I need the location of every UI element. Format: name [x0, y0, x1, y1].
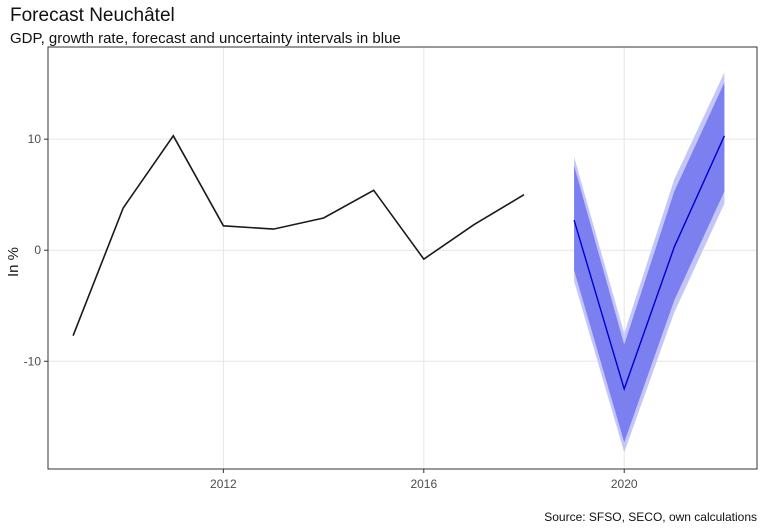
y-tick-label: -10 — [24, 354, 42, 368]
series-lines — [72, 134, 726, 392]
y-tick-label: 10 — [28, 132, 42, 146]
panel-border — [47, 46, 758, 470]
inner-uncertainty-band — [574, 82, 725, 443]
chart-title: Forecast Neuchâtel — [10, 5, 175, 26]
source-caption: Source: SFSO, SECO, own calculations — [544, 510, 757, 524]
forecast-line — [573, 135, 726, 392]
chart-subtitle: GDP, growth rate, forecast and uncertain… — [10, 30, 401, 47]
x-tick-label: 2012 — [210, 477, 237, 491]
uncertainty-bands — [574, 72, 725, 453]
history-line — [72, 134, 525, 336]
axis-ticks: 2012 2016 2020 -10 0 10 — [24, 132, 638, 491]
y-axis-title: In % — [5, 247, 22, 277]
x-tick-label: 2020 — [611, 477, 638, 491]
x-tick-label: 2016 — [410, 477, 437, 491]
y-tick-label: 0 — [34, 243, 41, 257]
